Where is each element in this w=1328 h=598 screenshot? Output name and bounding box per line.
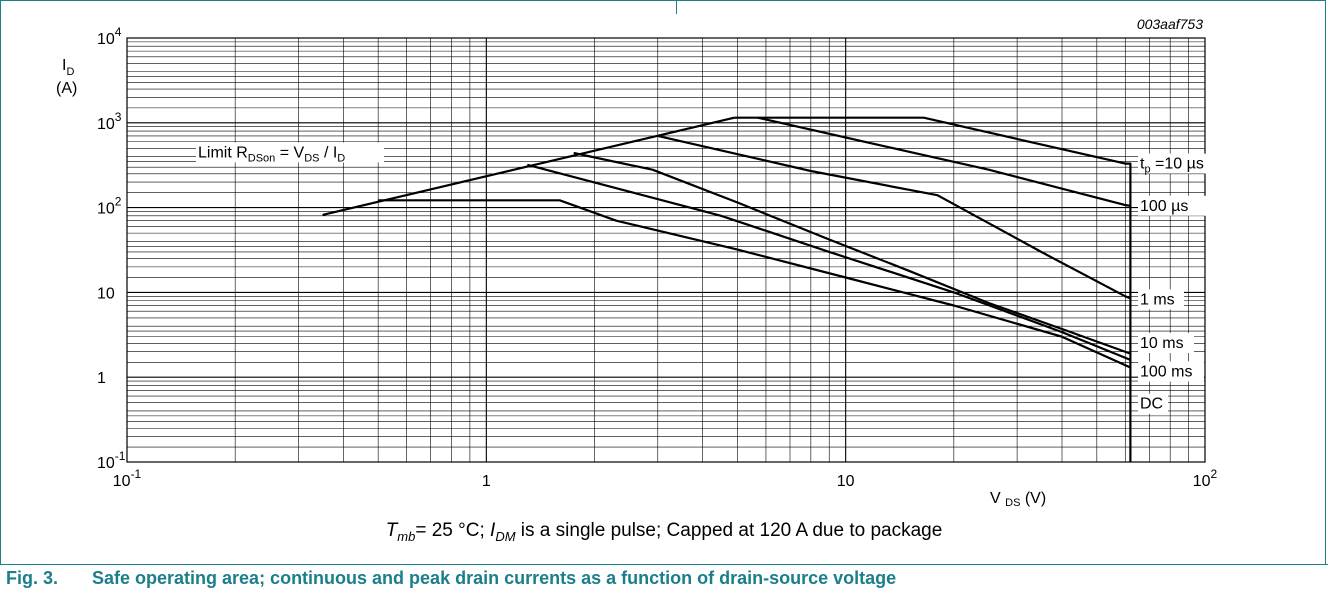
y-tick-label: 103 <box>97 110 122 133</box>
frame-divider <box>676 0 677 14</box>
plot-area-border <box>126 37 1206 463</box>
frame-bottom-rule <box>0 564 1328 565</box>
curve-100ms <box>527 163 1131 361</box>
curve-10us <box>734 116 1132 462</box>
curve-1ms <box>657 134 1131 300</box>
limit-rdson-line <box>322 116 735 216</box>
y-tick-label: 1 <box>97 370 106 387</box>
svg-text:tp =10 µs: tp =10 µs <box>1140 156 1204 176</box>
x-tick-label: 10-1 <box>113 467 142 490</box>
y-tick-label: 10-1 <box>97 449 126 472</box>
label-100ms: 100 ms <box>1138 361 1204 382</box>
svg-text:100 µs: 100 µs <box>1140 198 1188 215</box>
grid <box>126 37 1206 463</box>
x-tick-label: 1 <box>482 473 491 490</box>
curve-100us <box>757 116 1131 207</box>
x-axis-label: V DS (V) <box>990 490 1046 509</box>
y-tick-label: 10 <box>97 285 115 302</box>
y-tick-label: 102 <box>97 195 122 218</box>
y-axis-label: ID <box>62 57 74 78</box>
limit-rdson-label: Limit RDSon = VDS / ID <box>196 142 384 164</box>
x-tick-label: 10 <box>837 473 855 490</box>
label-10us: tp =10 µs <box>1138 153 1220 176</box>
svg-text:10 ms: 10 ms <box>1140 335 1184 352</box>
caption-rest: is a single pulse; Capped at 120 A due t… <box>515 520 943 541</box>
caption-t: T <box>385 520 398 541</box>
figure-title: Fig. 3. Safe operating area; continuous a… <box>6 568 896 589</box>
figure-title-text: Safe operating area; continuous and peak… <box>92 568 897 588</box>
curves <box>322 116 1132 462</box>
svg-text:100 ms: 100 ms <box>1140 363 1192 380</box>
caption-eq: = 25 °C; <box>415 520 491 541</box>
figure-label: Fig. 3. <box>6 568 59 588</box>
chart-caption: Tmb= 25 °C; IDM is a single pulse; Cappe… <box>0 520 1328 544</box>
label-100us: 100 µs <box>1138 195 1206 216</box>
curve-dc <box>378 199 1131 369</box>
caption-t-sub: mb <box>397 528 416 544</box>
curve-10ms <box>573 151 1131 355</box>
x-tick-label: 102 <box>1193 467 1218 490</box>
label-1ms: 1 ms <box>1138 289 1184 310</box>
svg-text:Limit RDSon = VDS / ID: Limit RDSon = VDS / ID <box>198 144 345 164</box>
label-dc: DC <box>1138 393 1168 414</box>
y-axis-unit: (A) <box>56 80 77 97</box>
caption-i-sub: DM <box>495 528 516 544</box>
svg-text:1 ms: 1 ms <box>1140 291 1175 308</box>
caption-i: I <box>490 520 496 541</box>
label-10ms: 10 ms <box>1138 333 1194 354</box>
svg-text:DC: DC <box>1140 396 1163 413</box>
y-tick-label: 104 <box>97 25 122 48</box>
figure-frame <box>0 0 1326 565</box>
figure-id: 003aaf753 <box>1137 16 1203 32</box>
